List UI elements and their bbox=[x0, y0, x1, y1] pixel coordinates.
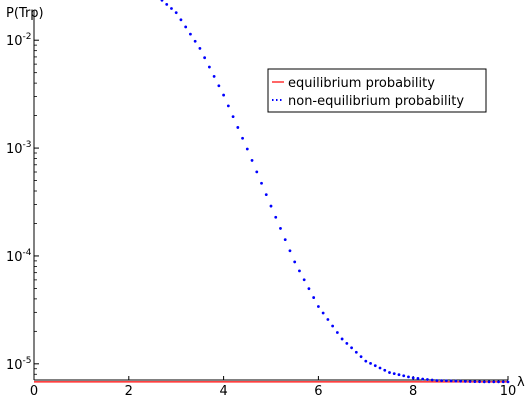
series-point bbox=[231, 115, 235, 119]
series-point bbox=[430, 378, 434, 382]
series-point bbox=[245, 147, 249, 151]
series-non-equilibrium bbox=[160, 0, 510, 384]
series-point bbox=[468, 380, 472, 383]
series-point bbox=[501, 380, 505, 384]
series-point bbox=[359, 355, 363, 359]
series-point bbox=[236, 126, 240, 129]
series-point bbox=[189, 32, 192, 36]
series-point bbox=[250, 159, 254, 162]
series-point bbox=[473, 380, 477, 384]
series-point bbox=[407, 375, 410, 379]
series-point bbox=[241, 136, 244, 140]
legend-box bbox=[267, 68, 487, 113]
series-point bbox=[350, 346, 353, 350]
series-point bbox=[364, 359, 368, 363]
y-tick-label: 10-3 bbox=[6, 140, 32, 157]
series-point bbox=[497, 380, 500, 384]
series-point bbox=[449, 379, 453, 383]
x-tick-label: 6 bbox=[314, 384, 322, 399]
series-point bbox=[444, 379, 448, 383]
series-point bbox=[440, 379, 444, 383]
x-axis-label: λ bbox=[517, 375, 525, 390]
series-point bbox=[354, 350, 358, 354]
y-ticks: 10-5 10-4 10-3 10-2 bbox=[6, 32, 39, 375]
series-point bbox=[487, 380, 491, 384]
series-point bbox=[179, 18, 183, 22]
series-point bbox=[274, 215, 278, 219]
y-tick-label: 10-4 bbox=[6, 248, 32, 265]
series-point bbox=[317, 305, 320, 308]
series-point bbox=[463, 379, 467, 383]
series-point bbox=[402, 374, 406, 378]
series-point bbox=[170, 7, 173, 10]
series-point bbox=[369, 361, 372, 365]
series-point bbox=[160, 0, 164, 2]
series-point bbox=[203, 56, 207, 60]
series-point bbox=[411, 376, 415, 380]
x-tick-label: 2 bbox=[125, 384, 133, 399]
series-point bbox=[326, 318, 330, 321]
series-point bbox=[435, 379, 439, 382]
series-point bbox=[345, 341, 349, 345]
series-point bbox=[283, 238, 287, 241]
series-point bbox=[307, 287, 311, 291]
series-point bbox=[478, 380, 481, 384]
series-point bbox=[269, 204, 273, 208]
series-point bbox=[454, 379, 458, 383]
series-point bbox=[226, 104, 230, 108]
x-tick-label: 8 bbox=[409, 384, 417, 399]
series-point bbox=[421, 377, 425, 381]
series-point bbox=[340, 337, 344, 341]
y-tick-label: 10-5 bbox=[6, 356, 32, 373]
series-point bbox=[426, 378, 429, 381]
y-axis-label: P(Trp) bbox=[6, 6, 44, 21]
series-point bbox=[378, 366, 382, 370]
series-point bbox=[331, 324, 335, 328]
series-point bbox=[506, 380, 510, 384]
y-tick-label: 10-2 bbox=[6, 32, 32, 49]
series-point bbox=[193, 39, 197, 43]
legend-label-non-equilibrium: non-equilibrium probability bbox=[288, 94, 464, 109]
series-point bbox=[492, 380, 496, 384]
x-tick-label: 0 bbox=[30, 384, 38, 399]
series-point bbox=[198, 46, 202, 50]
series-point bbox=[388, 371, 391, 374]
series-point bbox=[298, 269, 301, 273]
series-point bbox=[184, 25, 188, 29]
series-point bbox=[397, 373, 401, 377]
series-point bbox=[373, 364, 377, 368]
series-point bbox=[459, 379, 462, 383]
legend: equilibrium probability non-equilibrium … bbox=[267, 68, 487, 113]
x-tick-label: 4 bbox=[219, 384, 227, 399]
series-point bbox=[335, 331, 339, 334]
series-point bbox=[383, 368, 387, 372]
series-point bbox=[482, 380, 486, 384]
series-point bbox=[260, 181, 263, 185]
x-tick-label: 10 bbox=[500, 384, 517, 399]
series-point bbox=[264, 193, 268, 197]
series-point bbox=[288, 249, 292, 253]
series-point bbox=[279, 227, 282, 230]
series-point bbox=[321, 311, 325, 315]
series-point bbox=[312, 296, 316, 299]
series-point bbox=[217, 84, 221, 88]
axes bbox=[33, 10, 508, 381]
series-point bbox=[392, 372, 396, 376]
series-point bbox=[207, 65, 211, 69]
series-point bbox=[255, 170, 259, 174]
series-point bbox=[302, 278, 306, 282]
series-point bbox=[293, 260, 297, 264]
series-point bbox=[416, 377, 420, 380]
series-point bbox=[165, 2, 169, 6]
x-ticks: 0 2 4 6 8 10 bbox=[30, 376, 516, 399]
series-point bbox=[174, 11, 178, 15]
legend-label-equilibrium: equilibrium probability bbox=[288, 76, 435, 91]
series-point bbox=[222, 93, 226, 97]
series-layer bbox=[34, 0, 510, 384]
series-point bbox=[212, 74, 216, 78]
